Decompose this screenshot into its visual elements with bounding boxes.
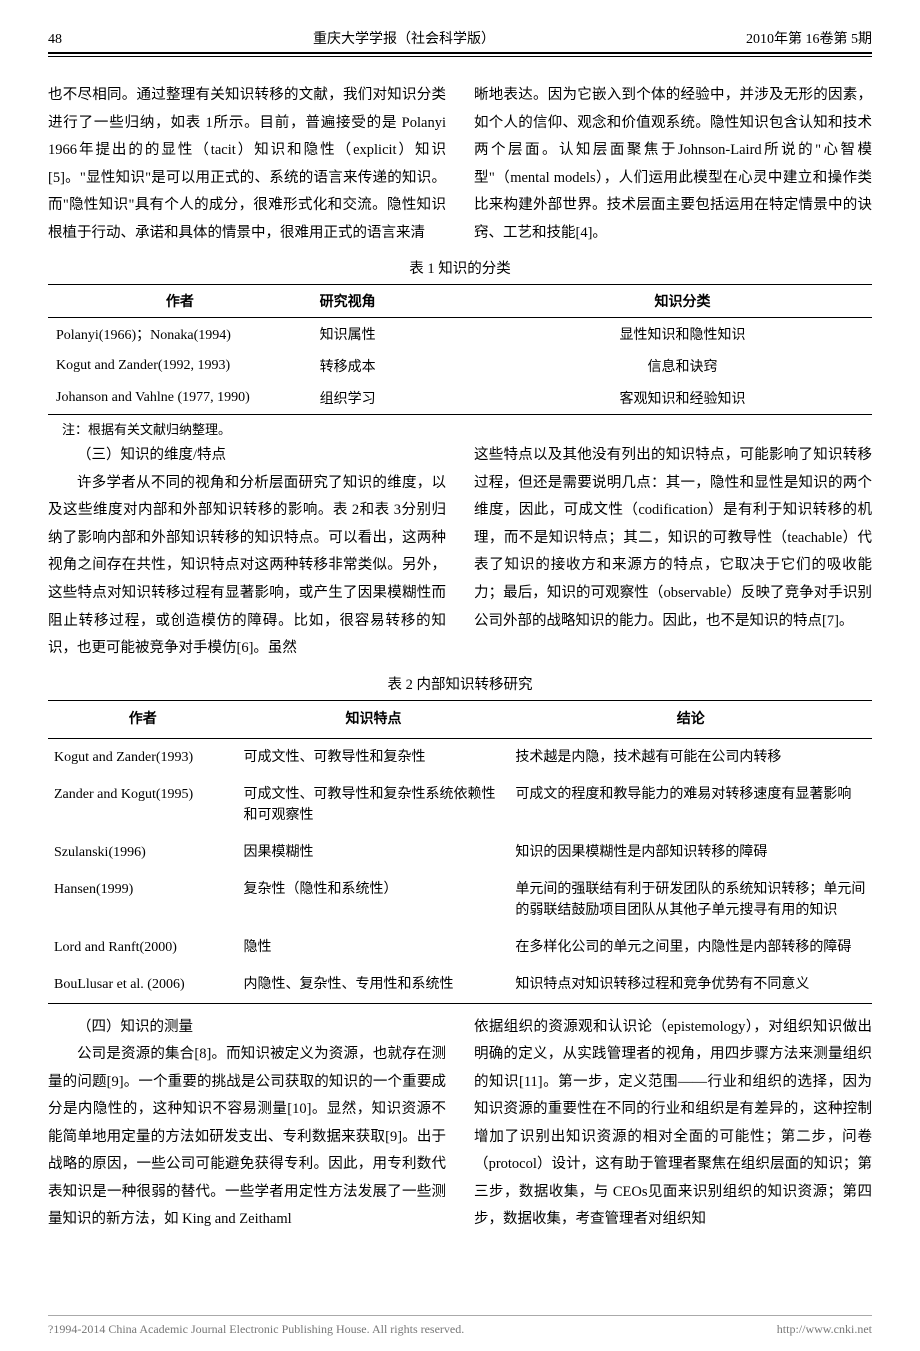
table1-cell: 知识属性 [312,318,493,351]
table1-cell: Johanson and Vahlne (1977, 1990) [48,382,312,415]
table1-cell: 组织学习 [312,382,493,415]
table2-cell: 隐性 [238,929,510,966]
table2-cell: 单元间的强联结有利于研发团队的系统知识转移；单元间的弱联结鼓励项目团队从其他子单… [509,871,872,929]
issue-info: 2010年第 16卷第 5期 [746,28,872,48]
table2-header: 作者 [48,700,238,738]
table2-cell: 知识的因果模糊性是内部知识转移的障碍 [509,834,872,871]
table2-cell: 可成文的程度和教导能力的难易对转移速度有显著影响 [509,776,872,834]
table1-cell: Polanyi(1966)；Nonaka(1994) [48,318,312,351]
table2-header: 结论 [509,700,872,738]
paragraph: 也不尽相同。通过整理有关知识转移的文献，我们对知识分类进行了一些归纳，如表 1所… [48,82,446,247]
page-header: 48 重庆大学学报（社会科学版） 2010年第 16卷第 5期 [48,10,872,54]
section3-block: （三）知识的维度/特点 许多学者从不同的视角和分析层面研究了知识的维度，以及这些… [48,442,872,662]
section3-left: （三）知识的维度/特点 许多学者从不同的视角和分析层面研究了知识的维度，以及这些… [48,442,446,662]
footer-url: http://www.cnki.net [777,1322,872,1337]
table2: 作者 知识特点 结论 Kogut and Zander(1993) 可成文性、可… [48,700,872,1004]
table2-cell: 知识特点对知识转移过程和竞争优势有不同意义 [509,966,872,1004]
table2-cell: Hansen(1999) [48,871,238,929]
table1-cell: 转移成本 [312,350,493,382]
table2-cell: 内隐性、复杂性、专用性和系统性 [238,966,510,1004]
table1-note: 注：根据有关文献归纳整理。 [62,419,872,438]
page-number: 48 [48,32,62,48]
top-right-col: 晰地表达。因为它嵌入到个体的经验中，并涉及无形的因素，如个人的信仰、观念和价值观… [474,82,872,247]
table2-cell: Zander and Kogut(1995) [48,776,238,834]
section4-right: 依据组织的资源观和认识论（epistemology），对组织知识做出明确的定义，… [474,1014,872,1234]
section4-block: （四）知识的测量 公司是资源的集合[8]。而知识被定义为资源，也就存在测量的问题… [48,1014,872,1234]
section3-heading: （三）知识的维度/特点 [48,442,446,470]
table2-cell: Lord and Ranft(2000) [48,929,238,966]
journal-title: 重庆大学学报（社会科学版） [313,28,495,48]
table2-cell: 因果模糊性 [238,834,510,871]
table1-cell: 客观知识和经验知识 [493,382,872,415]
top-text-block: 也不尽相同。通过整理有关知识转移的文献，我们对知识分类进行了一些归纳，如表 1所… [48,82,872,247]
table2-cell: 技术越是内隐，技术越有可能在公司内转移 [509,738,872,776]
paragraph: 依据组织的资源观和认识论（epistemology），对组织知识做出明确的定义，… [474,1014,872,1234]
table2-cell: 可成文性、可教导性和复杂性系统依赖性和可观察性 [238,776,510,834]
table2-header: 知识特点 [238,700,510,738]
paragraph: 这些特点以及其他没有列出的知识特点，可能影响了知识转移过程，但还是需要说明几点：… [474,442,872,635]
page-footer: ?1994-2014 China Academic Journal Electr… [48,1315,872,1337]
table1-cell: 显性知识和隐性知识 [493,318,872,351]
paragraph: 许多学者从不同的视角和分析层面研究了知识的维度，以及这些维度对内部和外部知识转移… [48,470,446,663]
table1-header: 研究视角 [312,285,493,318]
section3-right: 这些特点以及其他没有列出的知识特点，可能影响了知识转移过程，但还是需要说明几点：… [474,442,872,662]
table2-title: 表 2 内部知识转移研究 [48,673,872,694]
top-left-col: 也不尽相同。通过整理有关知识转移的文献，我们对知识分类进行了一些归纳，如表 1所… [48,82,446,247]
table2-cell: Kogut and Zander(1993) [48,738,238,776]
table2-cell: BouLlusar et al. (2006) [48,966,238,1004]
table2-cell: 复杂性（隐性和系统性） [238,871,510,929]
table2-cell: 可成文性、可教导性和复杂性 [238,738,510,776]
footer-copyright: ?1994-2014 China Academic Journal Electr… [48,1322,464,1337]
table1-title: 表 1 知识的分类 [48,257,872,278]
table2-cell: Szulanski(1996) [48,834,238,871]
table1-cell: Kogut and Zander(1992, 1993) [48,350,312,382]
table2-cell: 在多样化公司的单元之间里，内隐性是内部转移的障碍 [509,929,872,966]
section4-left: （四）知识的测量 公司是资源的集合[8]。而知识被定义为资源，也就存在测量的问题… [48,1014,446,1234]
table1: 作者 研究视角 知识分类 Polanyi(1966)；Nonaka(1994) … [48,284,872,415]
table1-header: 作者 [48,285,312,318]
table1-cell: 信息和诀窍 [493,350,872,382]
section4-heading: （四）知识的测量 [48,1014,446,1042]
paragraph: 晰地表达。因为它嵌入到个体的经验中，并涉及无形的因素，如个人的信仰、观念和价值观… [474,82,872,247]
paragraph: 公司是资源的集合[8]。而知识被定义为资源，也就存在测量的问题[9]。一个重要的… [48,1041,446,1234]
table1-header: 知识分类 [493,285,872,318]
